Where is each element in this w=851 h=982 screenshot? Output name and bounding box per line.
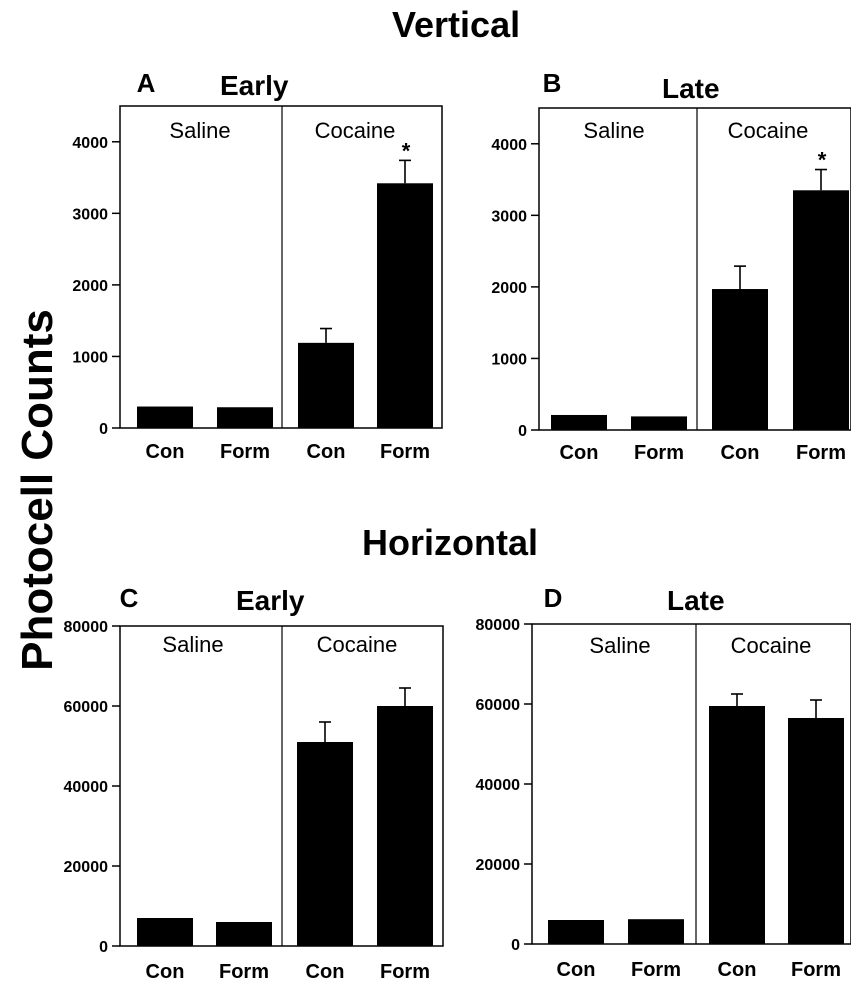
y-tick-label-c: 80000 xyxy=(64,619,109,636)
panel-title-a: Early xyxy=(220,70,289,101)
y-tick-label-c: 40000 xyxy=(64,779,109,796)
y-tick-label-a: 0 xyxy=(99,421,108,438)
group-label-d-0: Saline xyxy=(589,633,650,658)
bar-d-2 xyxy=(709,706,765,944)
bar-a-0 xyxy=(137,406,193,428)
group-label-b-1: Cocaine xyxy=(728,118,809,143)
bar-b-1 xyxy=(631,416,687,430)
bar-d-3 xyxy=(788,718,844,944)
horizontal-section-title: Horizontal xyxy=(362,522,538,563)
significance-marker-a: * xyxy=(402,138,411,163)
panel-letter-d: D xyxy=(544,583,563,613)
bar-c-1 xyxy=(216,922,272,946)
group-label-a-1: Cocaine xyxy=(315,118,396,143)
group-label-a-0: Saline xyxy=(169,118,230,143)
category-label-b-1: Form xyxy=(634,442,684,464)
category-label-d-3: Form xyxy=(791,959,841,981)
category-label-c-0: Con xyxy=(146,961,185,982)
y-tick-label-c: 0 xyxy=(99,939,108,956)
bar-b-2 xyxy=(712,289,768,430)
bar-a-3 xyxy=(377,183,433,428)
category-label-a-3: Form xyxy=(380,441,430,463)
category-label-c-3: Form xyxy=(380,961,430,982)
group-label-c-1: Cocaine xyxy=(317,632,398,657)
category-label-a-2: Con xyxy=(307,441,346,463)
y-tick-label-d: 0 xyxy=(511,937,520,954)
panel-title-c: Early xyxy=(236,585,305,616)
panel-letter-b: B xyxy=(543,68,562,98)
panel-title-d: Late xyxy=(667,585,725,616)
bar-b-3 xyxy=(793,190,849,430)
panel-letter-a: A xyxy=(137,68,156,98)
category-label-a-1: Form xyxy=(220,441,270,463)
category-label-c-1: Form xyxy=(219,961,269,982)
y-tick-label-a: 1000 xyxy=(72,349,108,366)
bar-c-0 xyxy=(137,918,193,946)
y-tick-label-c: 60000 xyxy=(64,699,109,716)
y-tick-label-c: 20000 xyxy=(64,859,109,876)
panel-letter-c: C xyxy=(120,583,139,613)
panel-title-b: Late xyxy=(662,73,720,104)
category-label-b-2: Con xyxy=(721,442,760,464)
y-tick-label-d: 20000 xyxy=(476,857,521,874)
y-tick-label-a: 2000 xyxy=(72,278,108,295)
plot-frame-a xyxy=(119,105,443,429)
y-tick-label-a: 4000 xyxy=(72,135,108,152)
bar-c-2 xyxy=(297,742,353,946)
category-label-a-0: Con xyxy=(146,441,185,463)
category-label-b-3: Form xyxy=(796,442,846,464)
category-label-b-0: Con xyxy=(560,442,599,464)
y-tick-label-b: 1000 xyxy=(491,351,527,368)
group-label-d-1: Cocaine xyxy=(731,633,812,658)
bar-a-2 xyxy=(298,342,354,428)
y-tick-label-b: 3000 xyxy=(491,208,527,225)
bar-c-3 xyxy=(377,706,433,946)
group-label-b-0: Saline xyxy=(583,118,644,143)
y-tick-label-a: 3000 xyxy=(72,206,108,223)
significance-marker-b: * xyxy=(818,148,827,173)
group-label-c-0: Saline xyxy=(162,632,223,657)
y-tick-label-d: 80000 xyxy=(476,617,521,634)
y-tick-label-b: 4000 xyxy=(491,137,527,154)
y-tick-label-b: 0 xyxy=(518,423,527,440)
y-tick-label-d: 60000 xyxy=(476,697,521,714)
vertical-section-title: Vertical xyxy=(392,4,521,45)
category-label-d-0: Con xyxy=(557,959,596,981)
bar-b-0 xyxy=(551,414,607,430)
y-tick-label-b: 2000 xyxy=(491,280,527,297)
plot-frame-b xyxy=(538,107,851,431)
y-tick-label-d: 40000 xyxy=(476,777,521,794)
bar-d-0 xyxy=(548,920,604,944)
category-label-d-2: Con xyxy=(718,959,757,981)
bar-a-1 xyxy=(217,407,273,428)
category-label-c-2: Con xyxy=(306,961,345,982)
category-label-d-1: Form xyxy=(631,959,681,981)
bar-d-1 xyxy=(628,919,684,944)
